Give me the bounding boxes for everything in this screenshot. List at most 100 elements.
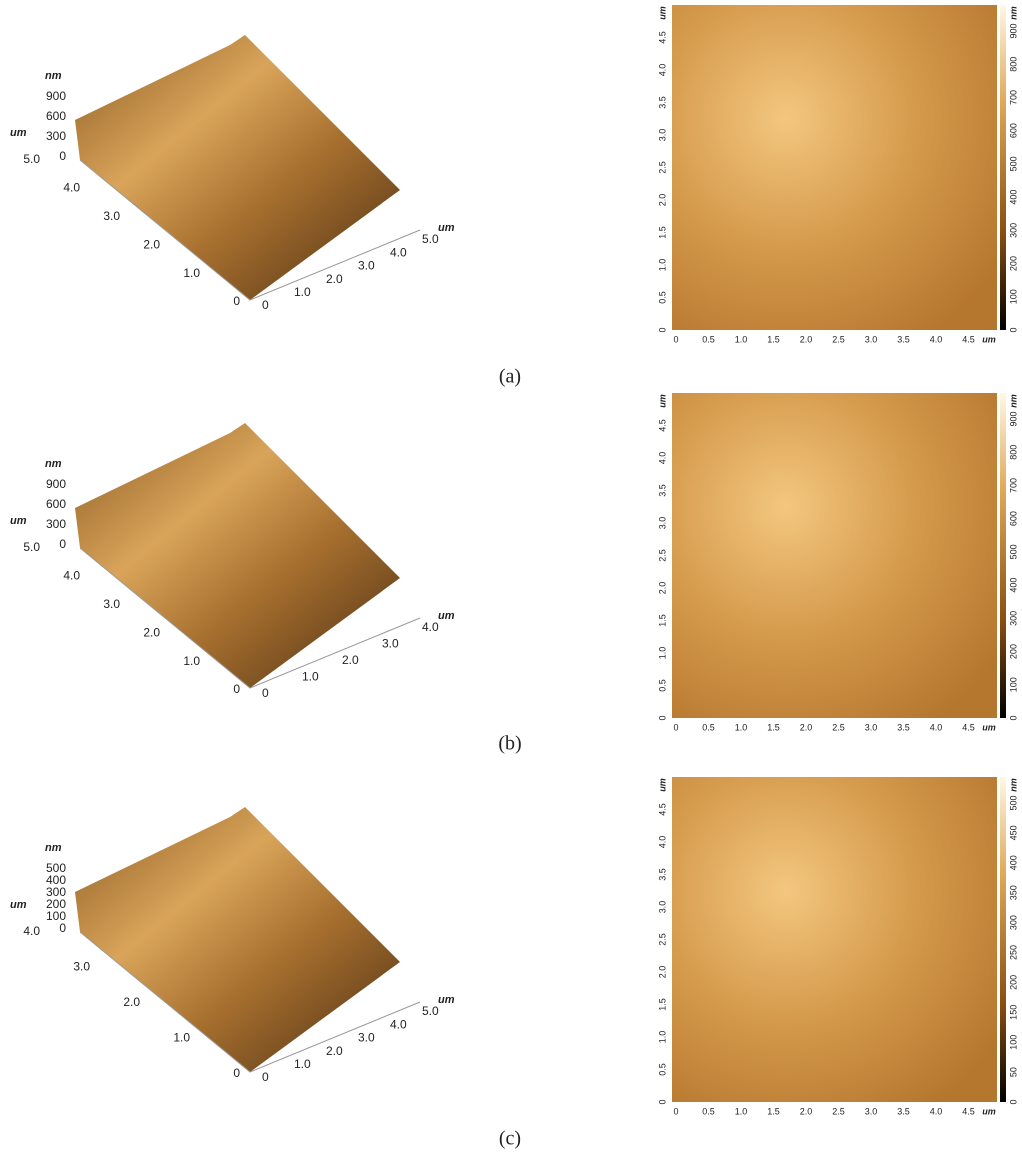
z-tick-label: 0 (59, 537, 66, 551)
colorbar-tick-label: 400 (1008, 190, 1018, 205)
colorbar-tick-label: 200 (1008, 975, 1018, 990)
y-tick-label: 3.0 (657, 901, 667, 914)
z-tick-label: 600 (46, 497, 66, 511)
x-tick-label-3d: 4.0 (390, 1017, 407, 1031)
x-tick-label: 1.5 (767, 722, 780, 732)
colorbar-unit: nm (1008, 778, 1018, 792)
x-tick-label-3d: 0 (262, 1070, 269, 1084)
x-tick-label: 0.5 (702, 722, 715, 732)
y-tick-label-3d: 5.0 (23, 540, 40, 554)
surface-3d (75, 807, 400, 1072)
y-tick-label: 4.5 (657, 31, 667, 44)
x-tick-label: 3.0 (865, 1106, 878, 1116)
x-tick-label-3d: 5.0 (422, 1004, 439, 1018)
y-tick-label: 0.5 (657, 291, 667, 304)
x-tick-label: 3.5 (897, 1106, 910, 1116)
y-tick-label-3d: 1.0 (183, 654, 200, 668)
y-tick-label: 2.5 (657, 549, 667, 562)
y-unit: um (657, 6, 667, 20)
y-tick-label-3d: 4.0 (63, 569, 80, 583)
y-tick-label: 4.0 (657, 452, 667, 465)
y-tick-label: 4.5 (657, 419, 667, 432)
y-tick-label: 1.0 (657, 647, 667, 660)
colorbar-tick-label: 300 (1008, 223, 1018, 238)
colorbar-unit: nm (1008, 6, 1018, 20)
y-tick-label: 0 (657, 327, 667, 332)
height-map (672, 393, 997, 718)
colorbar-tick-label: 150 (1008, 1005, 1018, 1020)
colorbar-tick-label: 0 (1008, 327, 1018, 332)
figure: nm 900 600 300 0 um 5.0 4.0 3.0 2.0 1.0 0 0 1.0 2.0 3.0… (0, 0, 1022, 1154)
colorbar-tick-label: 250 (1008, 945, 1018, 960)
z-tick-label: 0 (59, 921, 66, 935)
x-tick-label-3d: 4.0 (422, 620, 439, 634)
x-tick-label: 0 (673, 334, 678, 344)
height-map (672, 777, 997, 1102)
colorbar (1000, 777, 1006, 1102)
y-tick-label: 2.0 (657, 582, 667, 595)
z-tick-label: 600 (46, 109, 66, 123)
colorbar-tick-label: 50 (1008, 1067, 1018, 1077)
colorbar (1000, 5, 1006, 330)
colorbar-tick-label: 100 (1008, 1035, 1018, 1050)
x-unit: um (982, 1106, 996, 1116)
z-unit: nm (45, 70, 62, 82)
x-tick-label-3d: 5.0 (422, 232, 439, 246)
y-tick-label-3d: 3.0 (103, 597, 120, 611)
x-tick-label-3d: 3.0 (382, 637, 399, 651)
y-tick-label: 4.0 (657, 836, 667, 849)
colorbar-tick-label: 500 (1008, 795, 1018, 810)
x-tick-label-3d: 1.0 (294, 1057, 311, 1071)
colorbar-tick-label: 100 (1008, 289, 1018, 304)
surface-3d (75, 423, 400, 688)
x-tick-label: 4.0 (930, 1106, 943, 1116)
colorbar-tick-label: 0 (1008, 1099, 1018, 1104)
y-tick-label-3d: 1.0 (183, 266, 200, 280)
y-unit-3d: um (10, 515, 27, 527)
colorbar-tick-label: 500 (1008, 156, 1018, 171)
x-tick-label: 3.0 (865, 334, 878, 344)
y-tick-label: 4.5 (657, 803, 667, 816)
x-tick-label: 4.5 (962, 1106, 975, 1116)
y-tick-label: 2.0 (657, 194, 667, 207)
x-unit: um (982, 722, 996, 732)
colorbar-tick-label: 800 (1008, 445, 1018, 460)
x-tick-label: 2.5 (832, 722, 845, 732)
x-tick-label: 4.5 (962, 722, 975, 732)
colorbar-tick-label: 200 (1008, 644, 1018, 659)
z-unit: nm (45, 458, 62, 470)
colorbar (1000, 393, 1006, 718)
colorbar-tick-label: 800 (1008, 57, 1018, 72)
caption: (a) (499, 366, 521, 388)
y-tick-label-3d: 3.0 (103, 209, 120, 223)
x-tick-label-3d: 2.0 (326, 1044, 343, 1058)
y-tick-label-3d: 2.0 (123, 995, 140, 1009)
z-tick-label: 300 (46, 517, 66, 531)
y-tick-label-3d: 4.0 (23, 924, 40, 938)
z-tick-label: 300 (46, 129, 66, 143)
colorbar-unit: nm (1008, 394, 1018, 408)
x-tick-label: 1.0 (735, 334, 748, 344)
colorbar-tick-label: 100 (1008, 677, 1018, 692)
x-tick-label: 4.0 (930, 722, 943, 732)
x-tick-label: 4.5 (962, 334, 975, 344)
y-unit-3d: um (10, 127, 27, 139)
x-tick-label: 2.0 (800, 1106, 813, 1116)
y-tick-label: 1.5 (657, 998, 667, 1011)
x-tick-label: 3.5 (897, 334, 910, 344)
colorbar-tick-label: 300 (1008, 611, 1018, 626)
x-unit-3d: um (438, 610, 455, 622)
caption: (c) (499, 1128, 521, 1150)
y-tick-label-3d: 3.0 (73, 960, 90, 974)
y-tick-label: 0.5 (657, 679, 667, 692)
z-unit: nm (45, 842, 62, 854)
z-tick-label: 900 (46, 477, 66, 491)
y-tick-label: 2.0 (657, 966, 667, 979)
x-tick-label-3d: 3.0 (358, 259, 375, 273)
y-tick-label: 0 (657, 1099, 667, 1104)
colorbar-tick-label: 700 (1008, 90, 1018, 105)
x-tick-label-3d: 4.0 (390, 245, 407, 259)
y-tick-label: 4.0 (657, 64, 667, 77)
colorbar-tick-label: 900 (1008, 23, 1018, 38)
y-tick-label-3d: 2.0 (143, 625, 160, 639)
